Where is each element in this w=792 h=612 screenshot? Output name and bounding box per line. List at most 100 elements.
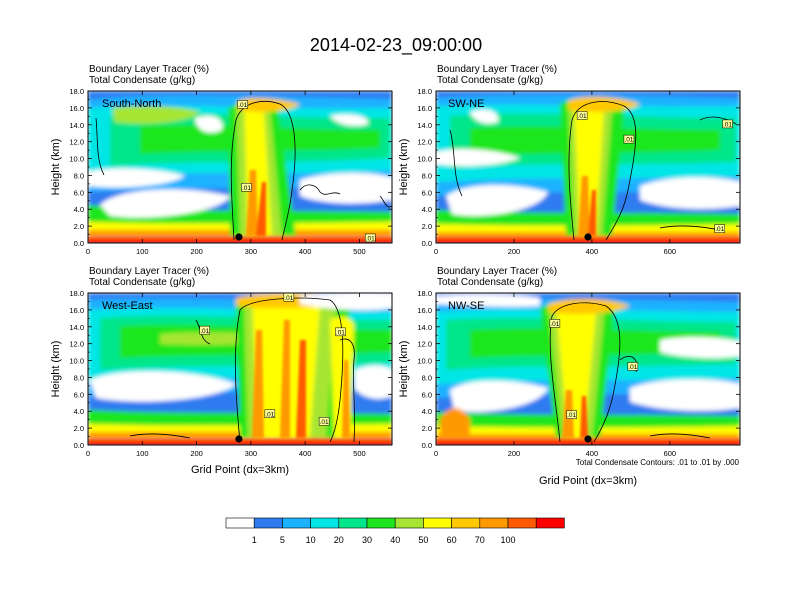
x-tick-label: 0	[86, 247, 90, 256]
contour-label-box	[627, 362, 639, 371]
colorbar-swatch	[451, 517, 481, 529]
colorbar-swatch	[310, 517, 340, 529]
x-tick-label: 200	[190, 247, 203, 256]
contour-label-box	[237, 100, 248, 109]
panel-label: South-North	[102, 98, 161, 110]
location-marker	[584, 435, 592, 443]
x-tick-label: 0	[434, 449, 438, 458]
white-void-4	[195, 115, 223, 133]
colorbar-swatch	[507, 517, 537, 529]
x-tick-label: 600	[664, 247, 677, 256]
panel-title-line-2: Total Condensate (g/kg)	[437, 277, 543, 288]
x-tick-label: 400	[586, 247, 599, 256]
y-tick-label: 0.0	[74, 441, 84, 450]
contour-label-box	[365, 233, 376, 243]
y-tick-label: 10.0	[417, 357, 432, 366]
white-void-3	[300, 173, 392, 204]
white-void-5	[330, 114, 369, 126]
x-tick-label: 300	[245, 449, 258, 458]
y-tick-label: 10.0	[69, 155, 84, 164]
y-tick-label: 8.0	[74, 373, 84, 382]
panel-sw-ne: Boundary Layer Tracer (%) Total Condensa…	[398, 64, 741, 256]
colorbar-swatch	[338, 517, 368, 529]
y-tick-label: 14.0	[417, 323, 432, 332]
contour-label-box	[722, 119, 733, 129]
x-tick-label: 200	[508, 247, 521, 256]
y-tick-label: 0.0	[422, 441, 432, 450]
figure-title: 2014-02-23_09:00:00	[310, 35, 482, 56]
contour-label: .01	[200, 328, 209, 335]
contour-label-box	[549, 319, 561, 328]
y-tick-label: 8.0	[74, 171, 84, 180]
y-tick-label: 4.0	[422, 205, 432, 214]
colorbar-level-label: 5	[280, 535, 285, 545]
panel-south-north: Boundary Layer Tracer (%) Total Condensa…	[50, 64, 393, 256]
contour-label: .01	[723, 122, 732, 129]
contour-label-box	[318, 417, 330, 426]
panel-title-line-2: Total Condensate (g/kg)	[89, 75, 195, 86]
white-void-1	[100, 189, 230, 218]
colorbar-level-label: 100	[500, 535, 515, 545]
x-tick-label: 100	[136, 247, 149, 256]
y-tick-label: 12.0	[69, 138, 84, 147]
location-marker	[584, 233, 592, 241]
contour-label: .01	[284, 295, 293, 302]
colorbar-level-label: 40	[390, 535, 400, 545]
y-axis-label: Height (km)	[398, 341, 410, 398]
x-tick-label: 400	[299, 449, 312, 458]
y-tick-label: 16.0	[69, 306, 84, 315]
x-tick-label: 200	[508, 449, 521, 458]
panel-title-line-1: Boundary Layer Tracer (%)	[89, 64, 209, 75]
contour-label-box	[199, 325, 210, 335]
contour-label: .01	[628, 364, 637, 371]
x-tick-label: 400	[586, 449, 599, 458]
contour-label-box	[566, 410, 577, 419]
y-tick-label: 10.0	[69, 357, 84, 366]
white-void-2	[88, 168, 185, 188]
y-tick-label: 6.0	[422, 390, 432, 399]
contour-label-box	[623, 134, 635, 144]
colorbar-level-label: 70	[475, 535, 485, 545]
contour-label-box	[335, 327, 346, 337]
y-tick-label: 14.0	[69, 323, 84, 332]
x-tick-label: 200	[190, 449, 203, 458]
y-tick-label: 16.0	[417, 306, 432, 315]
y-tick-label: 6.0	[74, 390, 84, 399]
contour-label: .01	[715, 226, 724, 233]
contour-label: .01	[336, 329, 345, 336]
y-tick-label: 6.0	[422, 188, 432, 197]
y-tick-label: 4.0	[74, 407, 84, 416]
y-axis-label: Height (km)	[50, 341, 62, 398]
colorbar-swatch	[423, 517, 452, 529]
field-blurred	[88, 91, 392, 243]
y-tick-label: 18.0	[417, 289, 432, 298]
y-tick-label: 8.0	[422, 373, 432, 382]
y-axis-label: Height (km)	[50, 139, 62, 196]
y-tick-label: 12.0	[417, 340, 432, 349]
colorbar-swatch	[535, 517, 565, 529]
y-tick-label: 14.0	[69, 121, 84, 130]
contour-label-box	[283, 292, 295, 302]
y-tick-label: 16.0	[69, 104, 84, 113]
y-tick-label: 0.0	[422, 239, 432, 248]
colorbar-swatch	[282, 517, 311, 529]
y-tick-label: 2.0	[422, 222, 432, 231]
colorbar-swatch	[394, 517, 424, 529]
x-tick-label: 600	[664, 449, 677, 458]
contour-label: .01	[242, 185, 251, 192]
colorbar-level-label: 50	[418, 535, 428, 545]
colorbar-level-label: 20	[334, 535, 344, 545]
y-tick-label: 4.0	[422, 407, 432, 416]
y-tick-label: 10.0	[417, 155, 432, 164]
panel-west-east: Boundary Layer Tracer (%) Total Condensa…	[50, 266, 393, 476]
location-marker	[235, 435, 243, 443]
contour-label-box	[241, 183, 252, 192]
y-axis-label: Height (km)	[398, 139, 410, 196]
contour-label-box	[264, 409, 276, 419]
panel-nw-se: Boundary Layer Tracer (%) Total Condensa…	[398, 266, 741, 487]
contour-label: .01	[265, 411, 274, 418]
y-tick-label: 18.0	[69, 87, 84, 96]
contour-label: .01	[320, 419, 329, 426]
y-tick-label: 14.0	[417, 121, 432, 130]
colorbar-swatch	[225, 517, 255, 529]
